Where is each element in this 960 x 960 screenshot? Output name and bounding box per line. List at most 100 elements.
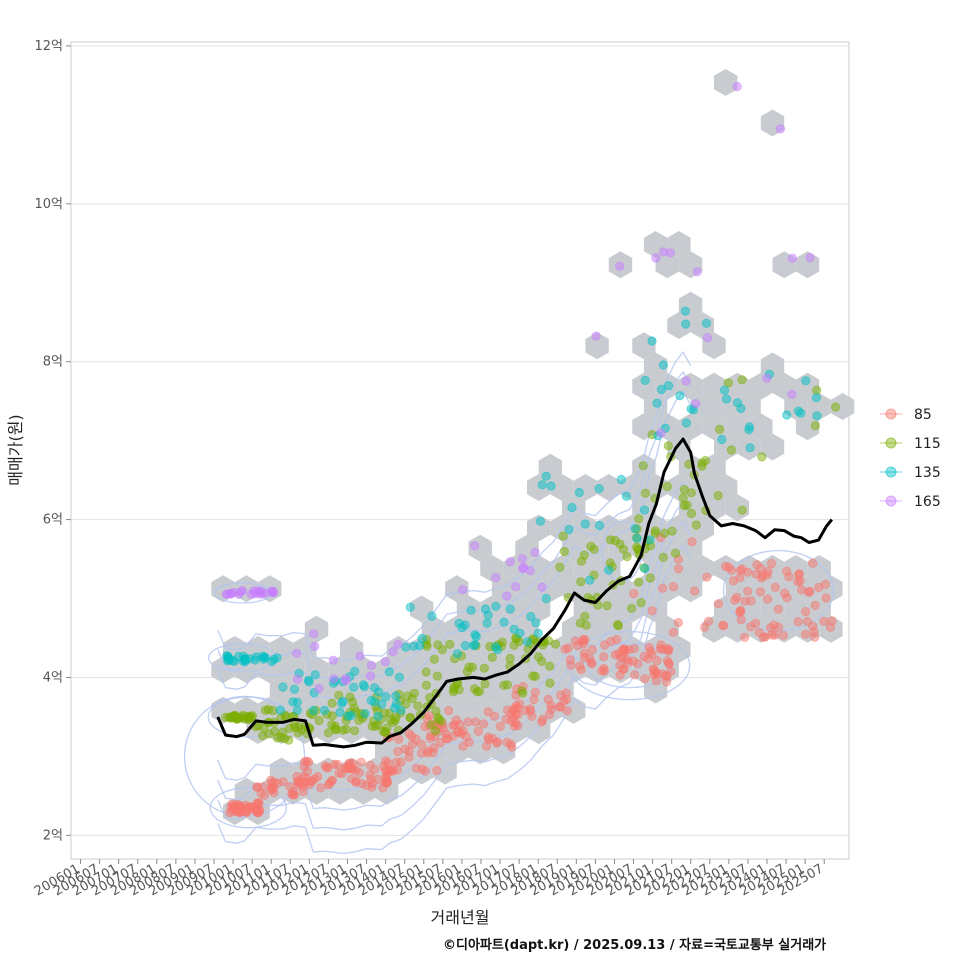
point-85	[253, 782, 263, 792]
point-85	[808, 558, 818, 568]
hexbin-cell	[749, 413, 773, 441]
point-85	[334, 768, 344, 778]
point-135	[594, 483, 604, 494]
hexbin-cell	[690, 312, 714, 339]
point-85	[404, 752, 414, 762]
point-85	[703, 616, 714, 626]
point-135	[681, 418, 692, 428]
point-85	[673, 617, 684, 628]
point-135	[541, 593, 551, 604]
point-85	[652, 655, 662, 666]
point-115	[662, 481, 672, 492]
point-135	[652, 398, 662, 408]
point-135	[744, 424, 754, 435]
point-85	[348, 764, 358, 774]
point-85	[422, 748, 433, 758]
point-135	[390, 703, 400, 713]
point-115	[487, 652, 497, 663]
x-axis-title: 거래년월	[431, 908, 490, 927]
point-85	[762, 570, 772, 580]
point-85	[649, 670, 659, 680]
point-165	[380, 656, 390, 667]
point-135	[405, 602, 415, 612]
point-165	[530, 547, 540, 558]
hexbin-cell	[795, 413, 820, 441]
point-135	[384, 667, 394, 677]
point-85	[658, 583, 668, 593]
point-135	[452, 649, 462, 659]
density-contour-lobe	[209, 787, 287, 829]
point-115	[558, 531, 568, 541]
point-165	[519, 562, 529, 573]
point-115	[405, 712, 416, 723]
point-115	[472, 687, 482, 697]
point-165	[732, 81, 742, 92]
point-135	[470, 630, 480, 640]
point-85	[793, 576, 803, 587]
point-165	[502, 591, 512, 601]
legend-label-135: 135	[914, 465, 941, 481]
point-115	[634, 577, 644, 587]
point-85	[529, 694, 539, 705]
hexbin-cell	[445, 575, 469, 603]
point-115	[221, 712, 231, 723]
point-135	[460, 640, 471, 651]
point-115	[555, 562, 565, 572]
point-115	[430, 726, 441, 736]
point-165	[470, 541, 480, 551]
point-85	[614, 649, 624, 659]
point-115	[284, 735, 294, 745]
point-135	[310, 670, 320, 680]
point-85	[755, 587, 766, 597]
point-85	[644, 642, 654, 653]
hexbin-cell	[433, 757, 457, 785]
point-115	[622, 551, 632, 562]
point-115	[667, 526, 677, 536]
point-85	[740, 632, 750, 643]
point-135	[658, 360, 669, 370]
point-135	[701, 318, 712, 328]
grid-lines	[71, 45, 849, 836]
point-85	[473, 726, 483, 736]
point-135	[522, 637, 533, 647]
point-85	[664, 659, 674, 669]
legend-label-85: 85	[914, 407, 932, 423]
point-85	[464, 737, 474, 747]
point-115	[327, 711, 337, 721]
point-85	[656, 640, 666, 650]
point-165	[681, 376, 691, 386]
point-135	[377, 699, 387, 709]
density-contour-line	[217, 544, 692, 855]
point-85	[743, 567, 753, 577]
point-135	[680, 306, 690, 316]
point-115	[713, 490, 723, 501]
point-115	[272, 733, 282, 743]
point-135	[621, 491, 632, 501]
point-85	[443, 705, 454, 716]
hexbin-cell	[597, 474, 621, 501]
hexbin-cell	[737, 393, 761, 420]
point-135	[717, 434, 727, 445]
point-85	[668, 582, 679, 592]
hexbin-cell	[468, 696, 492, 724]
point-85	[689, 586, 700, 596]
point-135	[427, 611, 437, 621]
point-135	[275, 705, 285, 715]
point-115	[659, 528, 670, 538]
point-115	[284, 723, 295, 734]
point-115	[810, 421, 820, 431]
point-85	[810, 600, 820, 611]
point-135	[604, 565, 614, 575]
y-tick-label: 10억	[34, 197, 63, 212]
point-85	[361, 780, 372, 791]
point-115	[576, 556, 587, 566]
y-axis-ticks: 2억 4억 6억 8억 10억 12억	[34, 39, 71, 843]
point-135	[732, 398, 743, 408]
point-115	[545, 678, 555, 688]
point-135	[360, 708, 370, 719]
point-135	[782, 410, 792, 420]
point-135	[409, 641, 419, 651]
point-85	[769, 630, 780, 640]
point-135	[491, 642, 501, 652]
point-135	[811, 393, 822, 403]
